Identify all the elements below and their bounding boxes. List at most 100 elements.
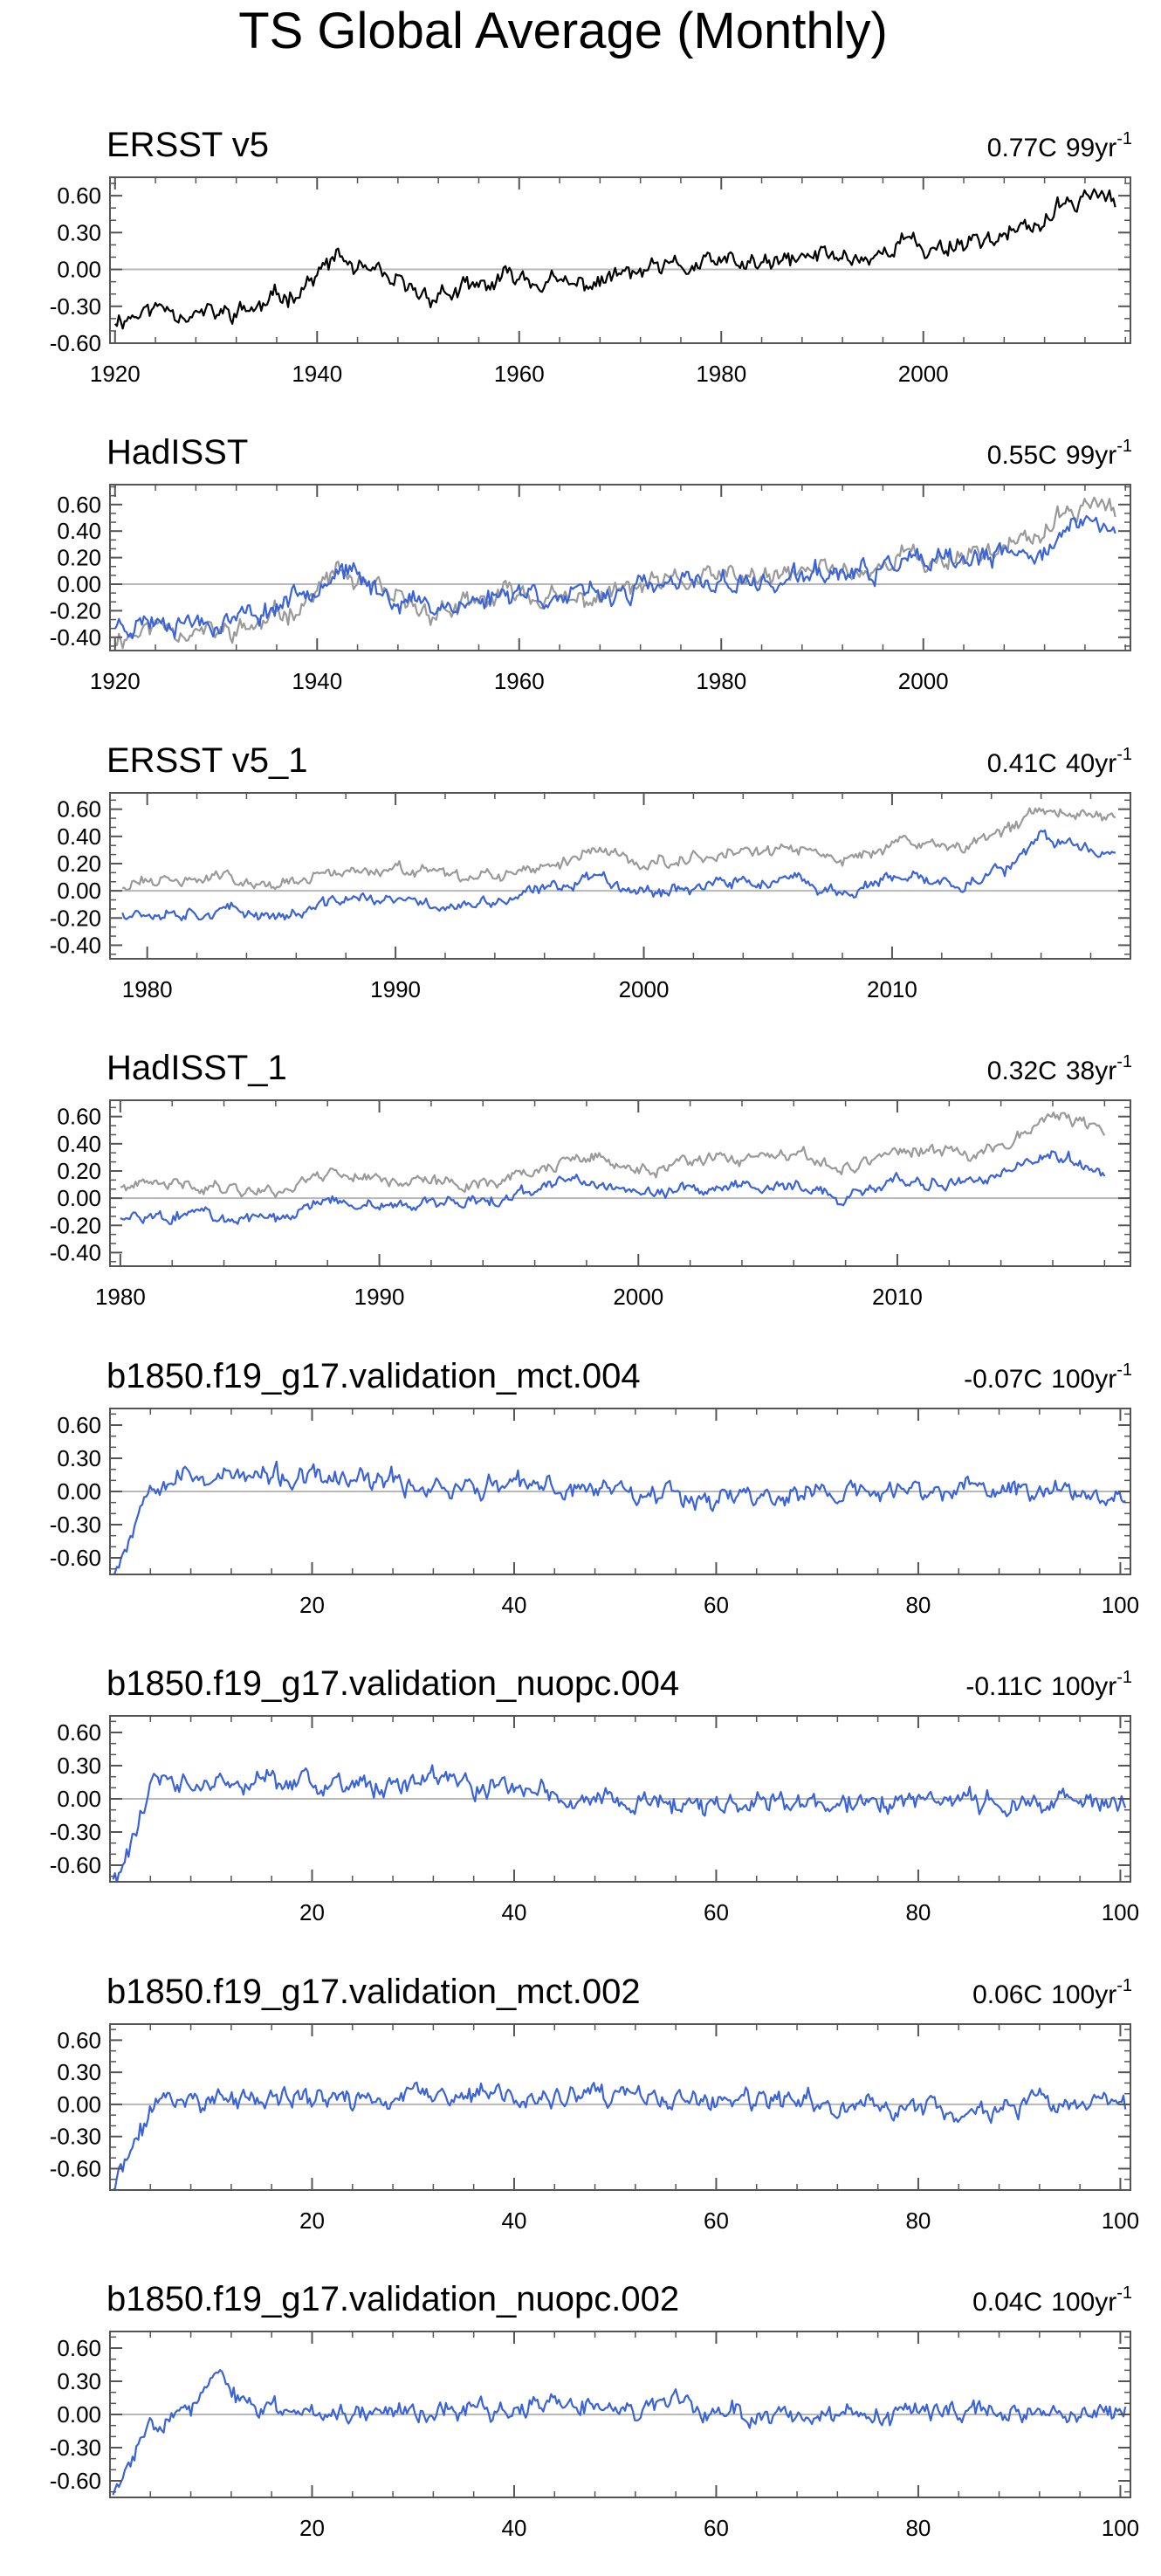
y-tick-label: 0.30 — [57, 1753, 101, 1779]
y-tick-label: -0.60 — [50, 2468, 101, 2494]
trend-period: 99yr — [1066, 441, 1116, 470]
series-line-reference — [122, 807, 1116, 892]
x-tick-label: 100 — [1102, 2208, 1139, 2234]
panel-title: ERSST v5_1 — [106, 741, 308, 780]
y-tick-label: 0.60 — [57, 2335, 101, 2361]
trend-exponent: -1 — [1116, 745, 1132, 764]
trend-period: 100yr — [1051, 1365, 1116, 1394]
x-tick-label: 1980 — [696, 668, 746, 694]
series-line-model — [112, 1764, 1127, 1882]
plot-frame — [109, 484, 1131, 651]
y-tick-label: 0.00 — [57, 257, 101, 283]
y-tick-label: 0.20 — [57, 851, 101, 877]
y-tick-label: -0.20 — [50, 905, 101, 931]
y-tick-label: 0.30 — [57, 1445, 101, 1471]
x-tick-label: 2010 — [872, 1284, 923, 1310]
y-tick-label: -0.30 — [50, 293, 101, 320]
x-tick-label: 1980 — [122, 976, 173, 1002]
y-tick-label: -0.60 — [50, 1545, 101, 1571]
x-tick-label: 60 — [704, 2515, 729, 2541]
y-tick-label: 0.00 — [57, 1478, 101, 1505]
trend-exponent: -1 — [1116, 1360, 1132, 1380]
y-tick-label: 0.00 — [57, 571, 101, 597]
y-tick-label: 0.40 — [57, 1131, 101, 1157]
trend-label: -0.11C 100yr-1 — [965, 1668, 1132, 1701]
x-tick-label: 100 — [1102, 1899, 1139, 1925]
panel-title: b1850.f19_g17.validation_nuopc.004 — [106, 1664, 679, 1703]
chart-panel-1: ERSST v5 0.77C 99yr-1 0.60 0.30 0.00 -0.30 -0.6… — [50, 126, 1132, 387]
y-tick-label: -0.30 — [50, 1512, 101, 1538]
y-tick-label: -0.30 — [50, 2435, 101, 2461]
x-tick-label: 60 — [704, 2208, 729, 2234]
x-tick-label: 2000 — [619, 976, 670, 1002]
chart-panel-3: ERSST v5_1 0.41C 40yr-10.600.400.200.00-0.… — [50, 741, 1132, 1002]
y-tick-label: -0.40 — [50, 932, 101, 958]
trend-exponent: -1 — [1116, 437, 1132, 456]
plot-frame — [109, 792, 1131, 960]
trend-value: 0.41C — [987, 749, 1057, 778]
x-tick-label: 1980 — [95, 1284, 146, 1310]
series-line-model — [113, 1460, 1126, 1574]
trend-period: 100yr — [1051, 2288, 1116, 2317]
y-tick-label: 0.60 — [57, 492, 101, 518]
y-tick-label: 0.20 — [57, 1158, 101, 1184]
x-tick-label: 1980 — [696, 361, 746, 387]
panel-title: HadISST_1 — [106, 1049, 287, 1087]
trend-exponent: -1 — [1116, 2283, 1132, 2303]
trend-value: -0.11C — [965, 1672, 1042, 1701]
y-tick-label: -0.40 — [50, 624, 101, 651]
trend-label: 0.06C 100yr-1 — [972, 1976, 1132, 2009]
plot-frame — [109, 1099, 1131, 1267]
series-line-model — [121, 829, 1116, 921]
panel-title: ERSST v5 — [106, 126, 269, 164]
trend-value: -0.07C — [964, 1365, 1042, 1394]
trend-period: 40yr — [1066, 749, 1116, 778]
series-line-model — [112, 2369, 1127, 2496]
chart-panel-7: b1850.f19_g17.validation_mct.002 0.06C 100… — [50, 1973, 1139, 2234]
trend-label: -0.07C 100yr-1 — [964, 1360, 1132, 1394]
chart-panel-2: HadISST 0.55C 99yr-1 0.600.400.200.00-0.20-… — [50, 433, 1132, 694]
x-tick-label: 2000 — [898, 668, 949, 694]
trend-label: 0.32C 38yr-1 — [987, 1052, 1132, 1085]
trend-exponent: -1 — [1116, 129, 1132, 148]
series-line-model — [113, 514, 1116, 640]
x-tick-label: 1940 — [292, 668, 342, 694]
x-tick-label: 40 — [502, 2208, 527, 2234]
x-tick-label: 40 — [502, 1592, 527, 1618]
y-tick-label: 0.60 — [57, 1412, 101, 1438]
trend-period: 99yr — [1066, 134, 1116, 162]
y-tick-label: 0.00 — [57, 2091, 101, 2118]
y-tick-label: 0.00 — [57, 1185, 101, 1211]
trend-period: 100yr — [1051, 1980, 1116, 2009]
trend-exponent: -1 — [1116, 1976, 1132, 1995]
y-tick-label: 0.60 — [57, 2027, 101, 2053]
x-tick-label: 80 — [905, 1899, 931, 1925]
y-tick-label: -0.60 — [50, 2155, 101, 2181]
series-line-reference — [113, 496, 1116, 650]
x-tick-label: 1920 — [90, 361, 141, 387]
panel-title: HadISST — [106, 433, 248, 472]
x-tick-label: 1990 — [354, 1284, 405, 1310]
x-tick-label: 2000 — [898, 361, 949, 387]
y-tick-label: -0.30 — [50, 2124, 101, 2150]
y-tick-label: -0.20 — [50, 597, 101, 623]
x-tick-label: 1960 — [494, 668, 545, 694]
chart-panel-4: HadISST_1 0.32C 38yr-1 0.600.400.200.00-0.2… — [50, 1049, 1132, 1310]
x-tick-label: 2000 — [613, 1284, 663, 1310]
series-line-model — [113, 2081, 1127, 2190]
trend-label: 0.04C 100yr-1 — [972, 2283, 1132, 2317]
x-tick-label: 2010 — [867, 976, 917, 1002]
y-tick-label: 0.30 — [57, 219, 101, 245]
y-tick-label: 0.60 — [57, 1104, 101, 1130]
trend-value: 0.32C — [987, 1057, 1057, 1085]
page-title: TS Global Average (Monthly) — [238, 3, 888, 59]
panel-title: b1850.f19_g17.validation_mct.002 — [106, 1973, 641, 2011]
trend-period: 100yr — [1051, 1672, 1116, 1701]
x-tick-label: 1960 — [494, 361, 545, 387]
y-tick-label: 0.30 — [57, 2368, 101, 2394]
y-tick-label: -0.30 — [50, 1819, 101, 1845]
x-tick-label: 40 — [502, 2515, 527, 2541]
y-tick-label: 0.40 — [57, 823, 101, 850]
y-tick-label: -0.60 — [50, 330, 101, 356]
y-tick-label: -0.20 — [50, 1212, 101, 1238]
